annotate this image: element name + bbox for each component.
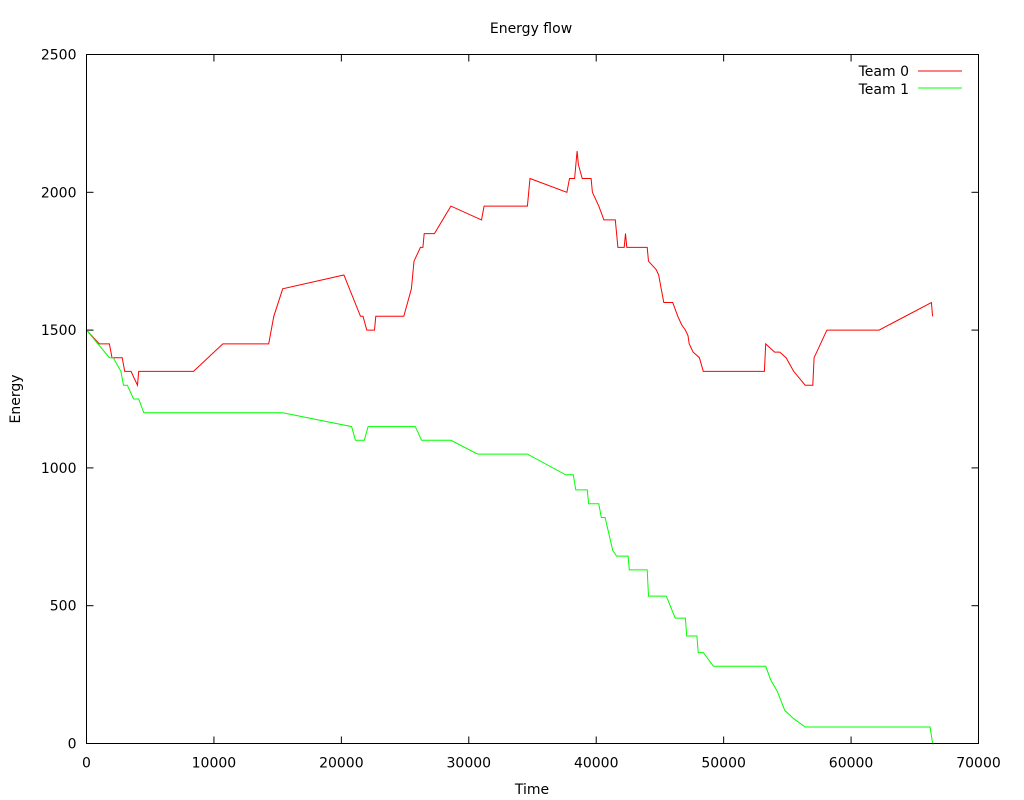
y-axis-ticks: 0 500 1000 1500 2000 2500	[41, 48, 979, 753]
y-tick-label: 2000	[41, 185, 77, 201]
x-tick-label: 60000	[829, 756, 874, 772]
x-axis-label: Time	[514, 782, 549, 798]
x-axis-ticks: 0 10000 20000 30000 40000 50000 60000 70000	[82, 54, 1001, 772]
legend-label-team-1: Team 1	[858, 82, 909, 98]
y-tick-label: 1500	[41, 323, 77, 339]
x-tick-label: 30000	[447, 756, 492, 772]
plot-area-frame	[86, 54, 979, 744]
y-axis-label: Energy	[8, 374, 24, 423]
series-line-team-0	[86, 150, 934, 388]
y-tick-label: 2500	[41, 48, 77, 64]
x-tick-label: 0	[82, 756, 91, 772]
y-tick-label: 1000	[41, 461, 77, 477]
x-tick-label: 20000	[319, 756, 364, 772]
y-tick-label: 500	[50, 599, 77, 615]
y-tick-label: 0	[68, 737, 77, 753]
x-tick-label: 40000	[574, 756, 619, 772]
series-line-team-1	[86, 329, 934, 744]
legend-label-team-0: Team 0	[858, 64, 909, 80]
x-tick-label: 50000	[701, 756, 746, 772]
x-tick-label: 70000	[956, 756, 1001, 772]
series-lines	[86, 150, 934, 744]
legend: Team 0 Team 1	[858, 64, 962, 98]
chart-title: Energy flow	[490, 21, 572, 37]
x-tick-label: 10000	[192, 756, 237, 772]
